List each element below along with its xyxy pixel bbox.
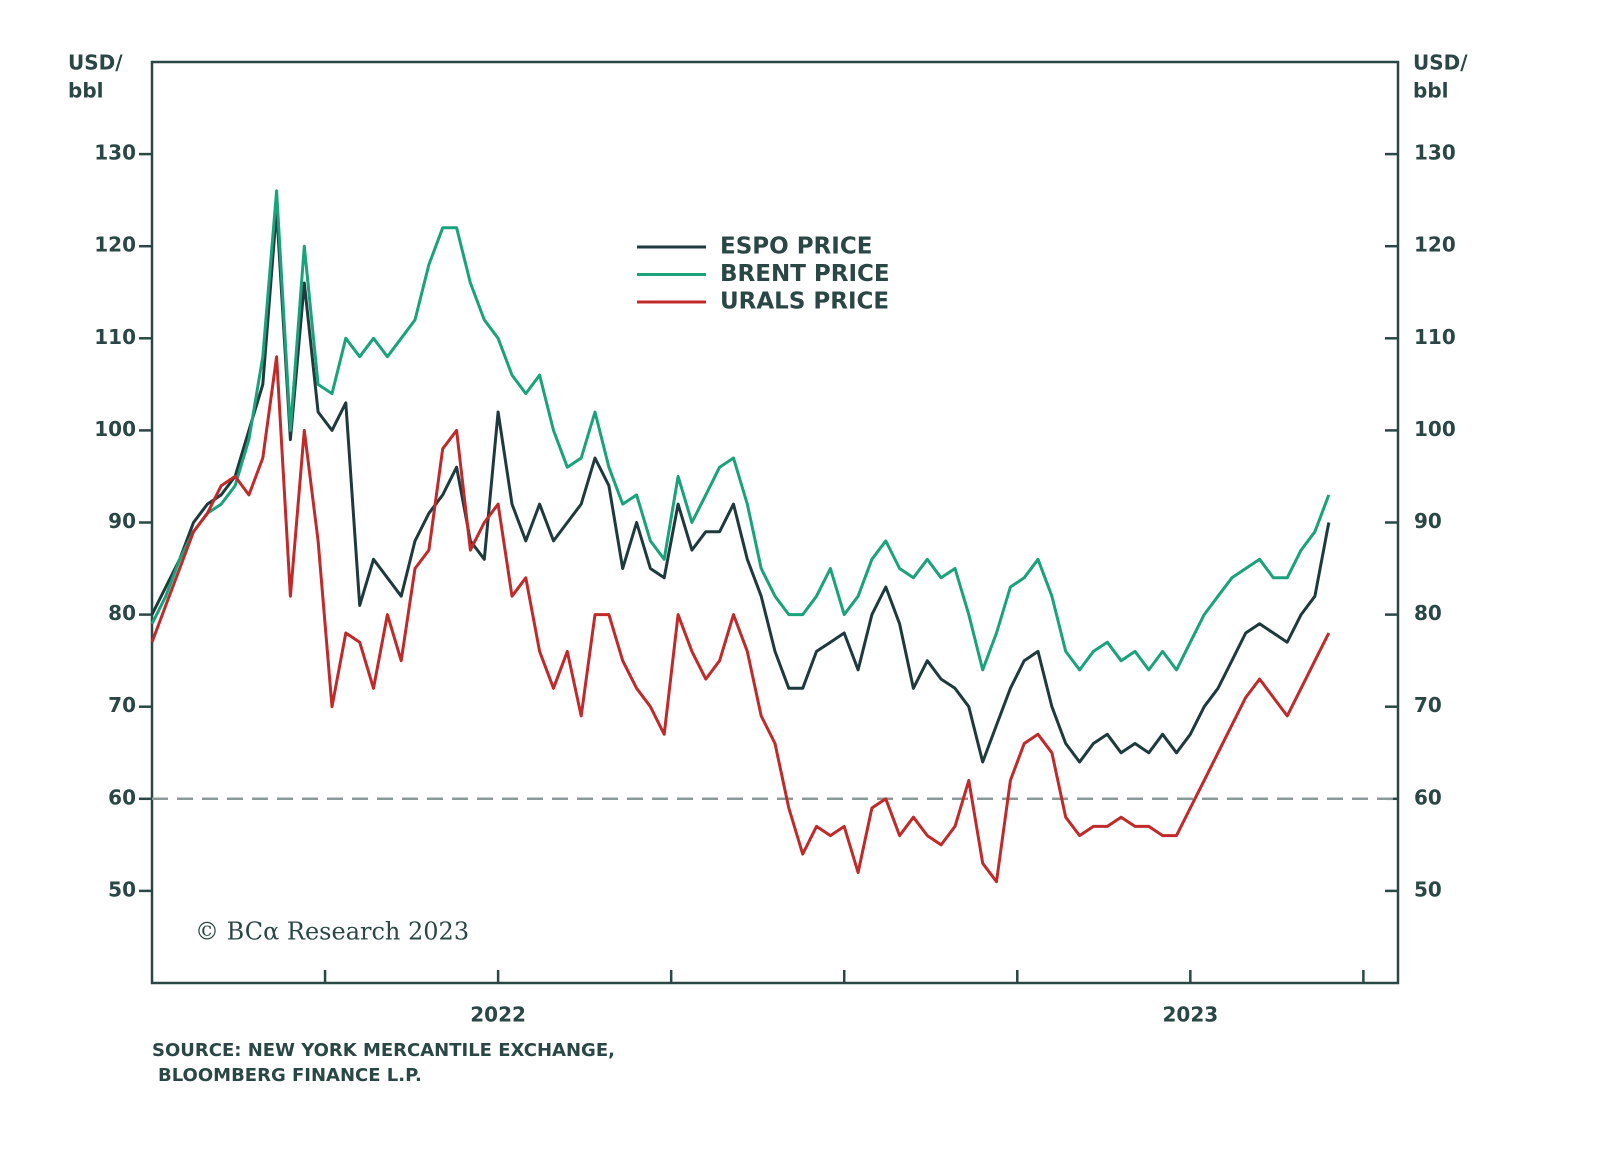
y-tick-label: 70 (108, 693, 136, 717)
y-tick-label: 130 (94, 141, 136, 165)
x-tick-label: 2022 (470, 1003, 526, 1027)
y-axis-label: USD/ (68, 51, 123, 75)
y-tick-label: 120 (94, 233, 136, 257)
series-line (150, 207, 1331, 764)
series-line (150, 189, 1331, 672)
credit: © BCα Research 2023 (195, 918, 469, 946)
y-axis-label: bbl (68, 79, 104, 103)
y2-axis-label: USD/ (1413, 51, 1468, 75)
legend-label: BRENT PRICE (720, 261, 890, 287)
y2-tick-label: 130 (1414, 141, 1456, 165)
legend-label: ESPO PRICE (720, 234, 872, 260)
x-tick-label: 2023 (1162, 1003, 1218, 1027)
source-note: SOURCE: NEW YORK MERCANTILE EXCHANGE, (152, 1040, 615, 1061)
y2-tick-label: 50 (1414, 877, 1442, 901)
y2-tick-label: 110 (1414, 325, 1456, 349)
series-line (150, 355, 1331, 884)
y-tick-label: 80 (108, 601, 136, 625)
y2-tick-label: 120 (1414, 233, 1456, 257)
y2-tick-label: 90 (1414, 509, 1442, 533)
y-tick-label: 100 (94, 417, 136, 441)
y2-tick-label: 80 (1414, 601, 1442, 625)
y2-tick-label: 60 (1414, 785, 1442, 809)
legend-label: URALS PRICE (720, 289, 889, 315)
y2-tick-label: 100 (1414, 417, 1456, 441)
y-tick-label: 90 (108, 509, 136, 533)
y-tick-label: 50 (108, 877, 136, 901)
source-note: BLOOMBERG FINANCE L.P. (158, 1065, 422, 1086)
y2-axis-label: bbl (1413, 79, 1449, 103)
y-tick-label: 110 (94, 325, 136, 349)
y2-tick-label: 70 (1414, 693, 1442, 717)
y-tick-label: 60 (108, 785, 136, 809)
plot-frame (150, 60, 1400, 985)
